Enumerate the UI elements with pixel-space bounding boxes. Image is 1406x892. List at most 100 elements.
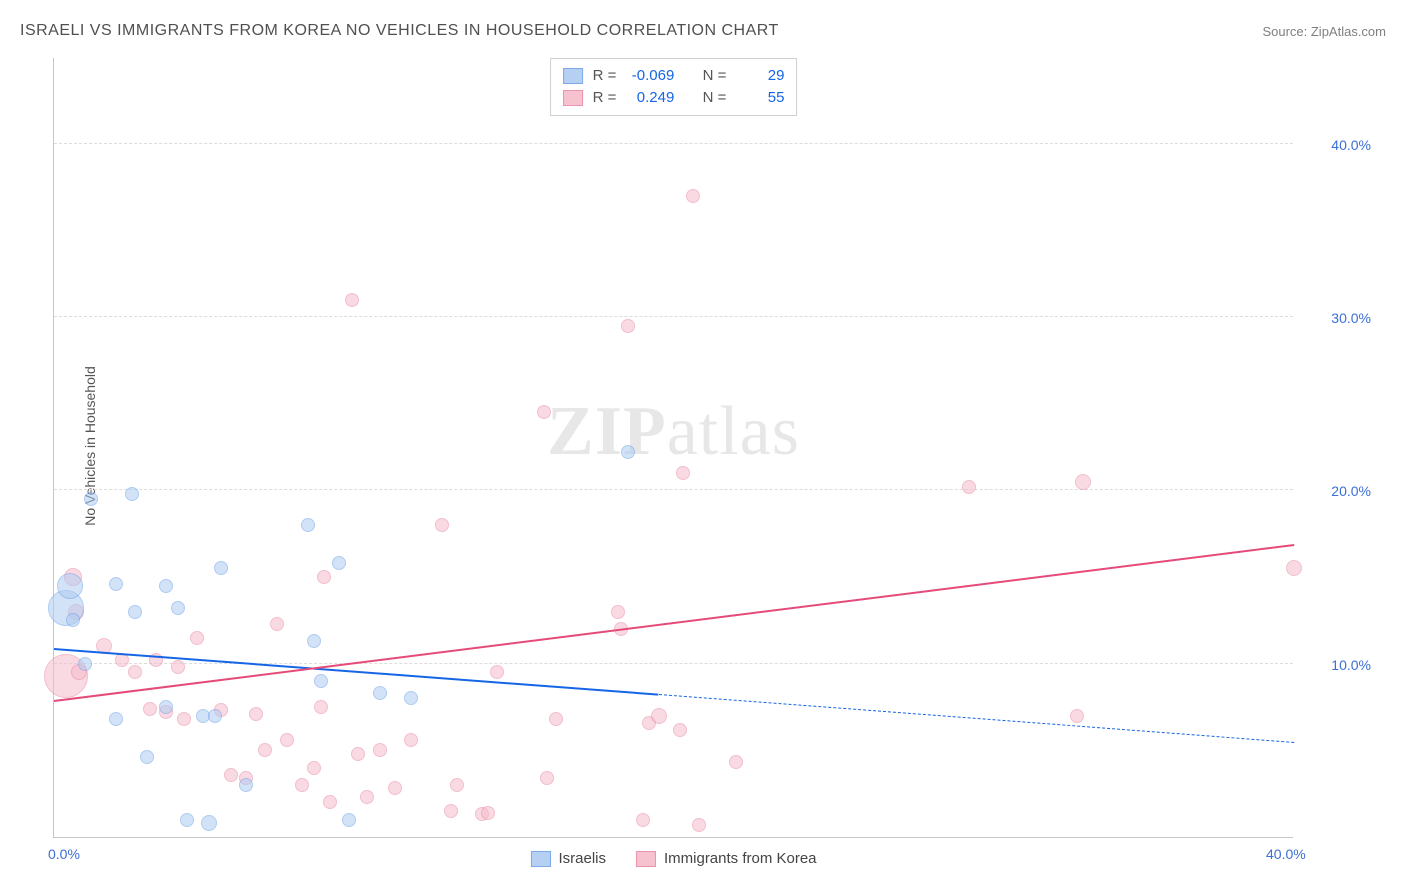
- scatter-point: [143, 702, 157, 716]
- scatter-point: [621, 445, 635, 459]
- scatter-point: [490, 665, 504, 679]
- scatter-point: [332, 556, 346, 570]
- scatter-point: [373, 686, 387, 700]
- scatter-point: [404, 691, 418, 705]
- scatter-point: [307, 634, 321, 648]
- scatter-point: [351, 747, 365, 761]
- chart-title: ISRAELI VS IMMIGRANTS FROM KOREA NO VEHI…: [20, 22, 779, 40]
- legend-label-b: Immigrants from Korea: [664, 850, 817, 867]
- scatter-point: [1286, 560, 1302, 576]
- scatter-point: [686, 189, 700, 203]
- scatter-point: [201, 815, 217, 831]
- watermark-atlas: atlas: [667, 393, 800, 470]
- scatter-point: [651, 708, 667, 724]
- legend-item-a: Israelis: [530, 850, 606, 867]
- scatter-point: [295, 778, 309, 792]
- scatter-point: [636, 813, 650, 827]
- scatter-point: [481, 806, 495, 820]
- r-label-a: R =: [593, 65, 617, 87]
- scatter-point: [159, 700, 173, 714]
- scatter-point: [1070, 709, 1084, 723]
- scatter-point: [159, 579, 173, 593]
- scatter-point: [180, 813, 194, 827]
- scatter-point: [611, 605, 625, 619]
- scatter-point: [171, 601, 185, 615]
- scatter-point: [673, 723, 687, 737]
- scatter-point: [450, 778, 464, 792]
- scatter-point: [208, 709, 222, 723]
- scatter-point: [404, 733, 418, 747]
- scatter-point: [109, 577, 123, 591]
- scatter-point: [323, 795, 337, 809]
- scatter-point: [314, 674, 328, 688]
- n-label-a: N =: [703, 65, 727, 87]
- swatch-a: [563, 68, 583, 84]
- scatter-point: [128, 665, 142, 679]
- watermark: ZIPatlas: [547, 392, 800, 472]
- scatter-point: [177, 712, 191, 726]
- r-label-b: R =: [593, 87, 617, 109]
- x-tick: 0.0%: [48, 846, 80, 862]
- y-tick: 30.0%: [1301, 310, 1371, 326]
- watermark-zip: ZIP: [547, 393, 667, 470]
- gridline: [54, 316, 1293, 317]
- scatter-point: [307, 761, 321, 775]
- scatter-point: [280, 733, 294, 747]
- y-tick: 20.0%: [1301, 483, 1371, 499]
- stats-row-a: R = -0.069 N = 29: [563, 65, 785, 87]
- scatter-point: [57, 573, 83, 599]
- x-tick: 40.0%: [1266, 846, 1306, 862]
- series-legend: Israelis Immigrants from Korea: [530, 850, 816, 867]
- stats-legend: R = -0.069 N = 29 R = 0.249 N = 55: [550, 58, 798, 116]
- y-tick: 40.0%: [1301, 137, 1371, 153]
- scatter-point: [224, 768, 238, 782]
- source-credit: Source: ZipAtlas.com: [1262, 24, 1386, 39]
- legend-swatch-b: [636, 851, 656, 867]
- swatch-b: [563, 90, 583, 106]
- scatter-point: [239, 778, 253, 792]
- scatter-point: [549, 712, 563, 726]
- scatter-point: [314, 700, 328, 714]
- scatter-point: [692, 818, 706, 832]
- scatter-point: [962, 480, 976, 494]
- scatter-point: [270, 617, 284, 631]
- scatter-point: [676, 466, 690, 480]
- scatter-point: [109, 712, 123, 726]
- scatter-point: [125, 487, 139, 501]
- n-label-b: N =: [703, 87, 727, 109]
- scatter-point: [84, 492, 98, 506]
- stats-row-b: R = 0.249 N = 55: [563, 87, 785, 109]
- legend-item-b: Immigrants from Korea: [636, 850, 817, 867]
- gridline: [54, 143, 1293, 144]
- r-value-a: -0.069: [626, 65, 674, 87]
- scatter-point: [140, 750, 154, 764]
- scatter-point: [540, 771, 554, 785]
- trend-line: [658, 694, 1294, 743]
- scatter-point: [258, 743, 272, 757]
- scatter-point: [360, 790, 374, 804]
- n-value-b: 55: [736, 87, 784, 109]
- r-value-b: 0.249: [626, 87, 674, 109]
- scatter-point: [345, 293, 359, 307]
- scatter-point: [435, 518, 449, 532]
- legend-swatch-a: [530, 851, 550, 867]
- source-label: Source:: [1262, 24, 1310, 39]
- scatter-point: [388, 781, 402, 795]
- scatter-point: [621, 319, 635, 333]
- chart-container: ISRAELI VS IMMIGRANTS FROM KOREA NO VEHI…: [0, 0, 1406, 892]
- gridline: [54, 489, 1293, 490]
- n-value-a: 29: [736, 65, 784, 87]
- scatter-point: [729, 755, 743, 769]
- legend-label-a: Israelis: [558, 850, 606, 867]
- scatter-point: [171, 660, 185, 674]
- scatter-point: [128, 605, 142, 619]
- scatter-point: [373, 743, 387, 757]
- source-link[interactable]: ZipAtlas.com: [1311, 24, 1386, 39]
- trend-line: [54, 544, 1294, 702]
- y-tick: 10.0%: [1301, 657, 1371, 673]
- plot-area: ZIPatlas R = -0.069 N = 29 R = 0.249 N =…: [53, 58, 1293, 838]
- scatter-point: [1075, 474, 1091, 490]
- scatter-point: [66, 613, 80, 627]
- scatter-point: [342, 813, 356, 827]
- scatter-point: [444, 804, 458, 818]
